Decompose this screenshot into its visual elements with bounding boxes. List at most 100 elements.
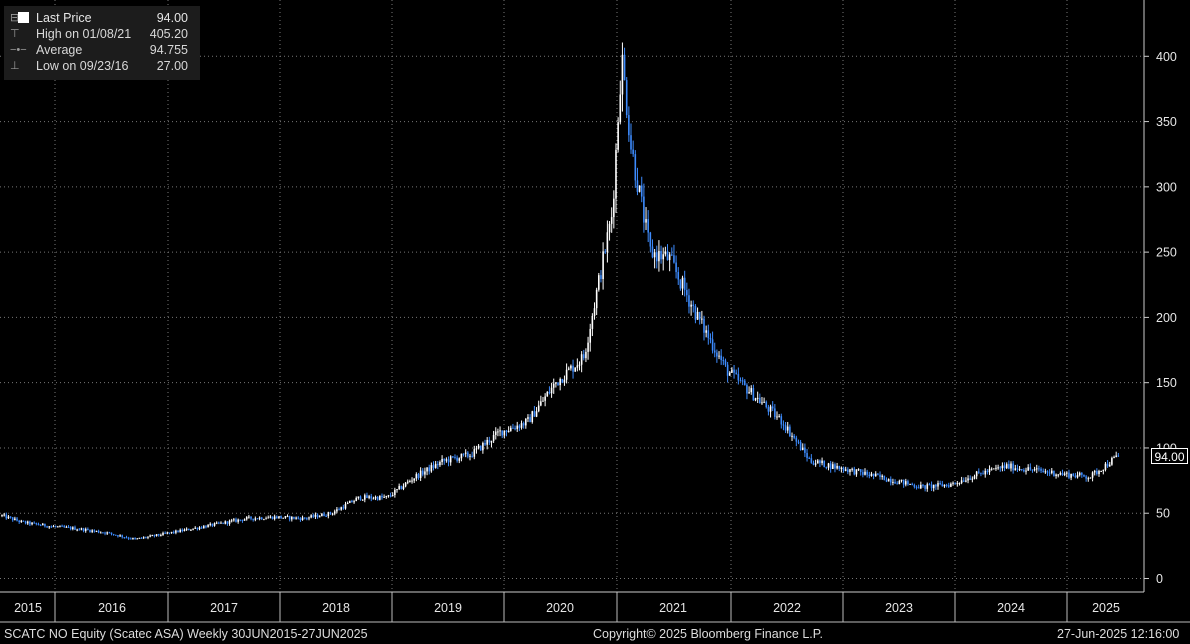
candle-body <box>518 425 521 428</box>
candle-body <box>701 318 703 320</box>
candle-body <box>14 518 16 521</box>
candle-body <box>578 364 581 366</box>
candle-body <box>973 476 976 479</box>
candle-body <box>54 526 57 528</box>
candle-body <box>286 516 289 518</box>
candle-body <box>1076 475 1079 478</box>
candle-body <box>555 382 557 384</box>
candle-body <box>585 351 587 359</box>
candle-body <box>33 522 36 524</box>
candle-body <box>550 387 553 394</box>
x-tick-label: 2022 <box>773 601 801 615</box>
candle-body <box>239 519 242 521</box>
candle-body <box>653 252 656 258</box>
candle-body <box>376 496 379 500</box>
candle-body <box>1104 463 1107 470</box>
candle-body <box>958 482 961 484</box>
candle-body <box>726 364 729 376</box>
candle-body <box>484 442 486 445</box>
candle-body <box>82 528 85 532</box>
candle-body <box>46 526 48 528</box>
candle-body <box>123 537 126 539</box>
candle-body <box>187 528 190 531</box>
candle-body <box>896 483 899 485</box>
candle-body <box>917 487 920 489</box>
candle-body <box>651 246 654 258</box>
candle-body <box>24 521 27 524</box>
candle-body <box>681 277 684 289</box>
candle-body <box>1014 468 1017 471</box>
candle-body <box>1111 457 1113 465</box>
candle-body <box>69 527 72 530</box>
candle-body <box>666 251 669 261</box>
candle-body <box>827 463 830 468</box>
candle-body <box>859 469 862 473</box>
candle-body <box>389 495 392 497</box>
legend: ⊟ Last Price 94.00 ⊤ High on 01/08/21 40… <box>4 6 200 80</box>
candle-body <box>409 481 411 483</box>
candle-body <box>269 516 272 518</box>
last-price-tag: 94.00 <box>1151 448 1188 464</box>
x-tick-label: 2015 <box>14 601 42 615</box>
candle-body <box>1085 476 1087 479</box>
candle-body <box>1074 475 1077 478</box>
candle-body <box>22 520 25 522</box>
candle-body <box>323 513 325 516</box>
candle-body <box>724 360 727 365</box>
candle-body <box>215 522 218 524</box>
candle-body <box>956 483 959 485</box>
candle-body <box>887 478 890 482</box>
candle-body <box>608 223 611 233</box>
candle-body <box>552 383 555 388</box>
candle-body <box>559 378 561 386</box>
candle-body <box>72 527 74 530</box>
candle-body <box>432 465 435 468</box>
candle-body <box>117 535 119 537</box>
candle-body <box>655 252 658 262</box>
candle-body <box>331 513 334 515</box>
candle-body <box>250 516 252 519</box>
candle-body <box>1010 463 1012 469</box>
candle-body <box>767 407 770 412</box>
candle-body <box>494 431 497 435</box>
candle-body <box>63 526 66 528</box>
candle-body <box>445 459 448 461</box>
candle-body <box>497 431 499 433</box>
candle-body <box>89 529 91 532</box>
candle-body <box>52 526 55 528</box>
legend-value: 94.00 <box>156 11 188 25</box>
candle-body <box>293 516 295 519</box>
candle-body <box>288 516 291 520</box>
candle-body <box>194 527 197 529</box>
candle-body <box>739 380 742 382</box>
y-tick-label: 250 <box>1156 246 1177 260</box>
candle-body <box>872 473 875 477</box>
candle-body <box>525 418 527 426</box>
candle-body <box>325 515 327 517</box>
candle-body <box>1055 474 1057 477</box>
candle-body <box>482 442 484 451</box>
x-tick-label: 2023 <box>885 601 913 615</box>
candle-body <box>746 384 748 394</box>
candle-body <box>421 470 424 475</box>
legend-label: Average <box>36 43 83 57</box>
candle-body <box>748 392 750 394</box>
candle-body <box>99 532 102 534</box>
candle-body <box>814 463 817 465</box>
candle-body <box>333 511 336 514</box>
collapse-icon[interactable]: ⊟ <box>10 12 20 24</box>
candle-body <box>80 528 83 530</box>
candle-body <box>192 528 194 530</box>
candle-body <box>486 439 488 445</box>
candle-body <box>870 473 873 476</box>
candle-body <box>565 369 568 380</box>
candle-body <box>342 507 345 509</box>
candle-body <box>179 529 181 533</box>
candle-body <box>675 262 677 273</box>
candle-body <box>265 518 267 520</box>
legend-label: Low on 09/23/16 <box>36 59 129 73</box>
y-tick-label: 150 <box>1156 376 1177 390</box>
candle-body <box>462 453 465 455</box>
candle-body <box>1050 470 1053 474</box>
candle-body <box>130 538 132 540</box>
